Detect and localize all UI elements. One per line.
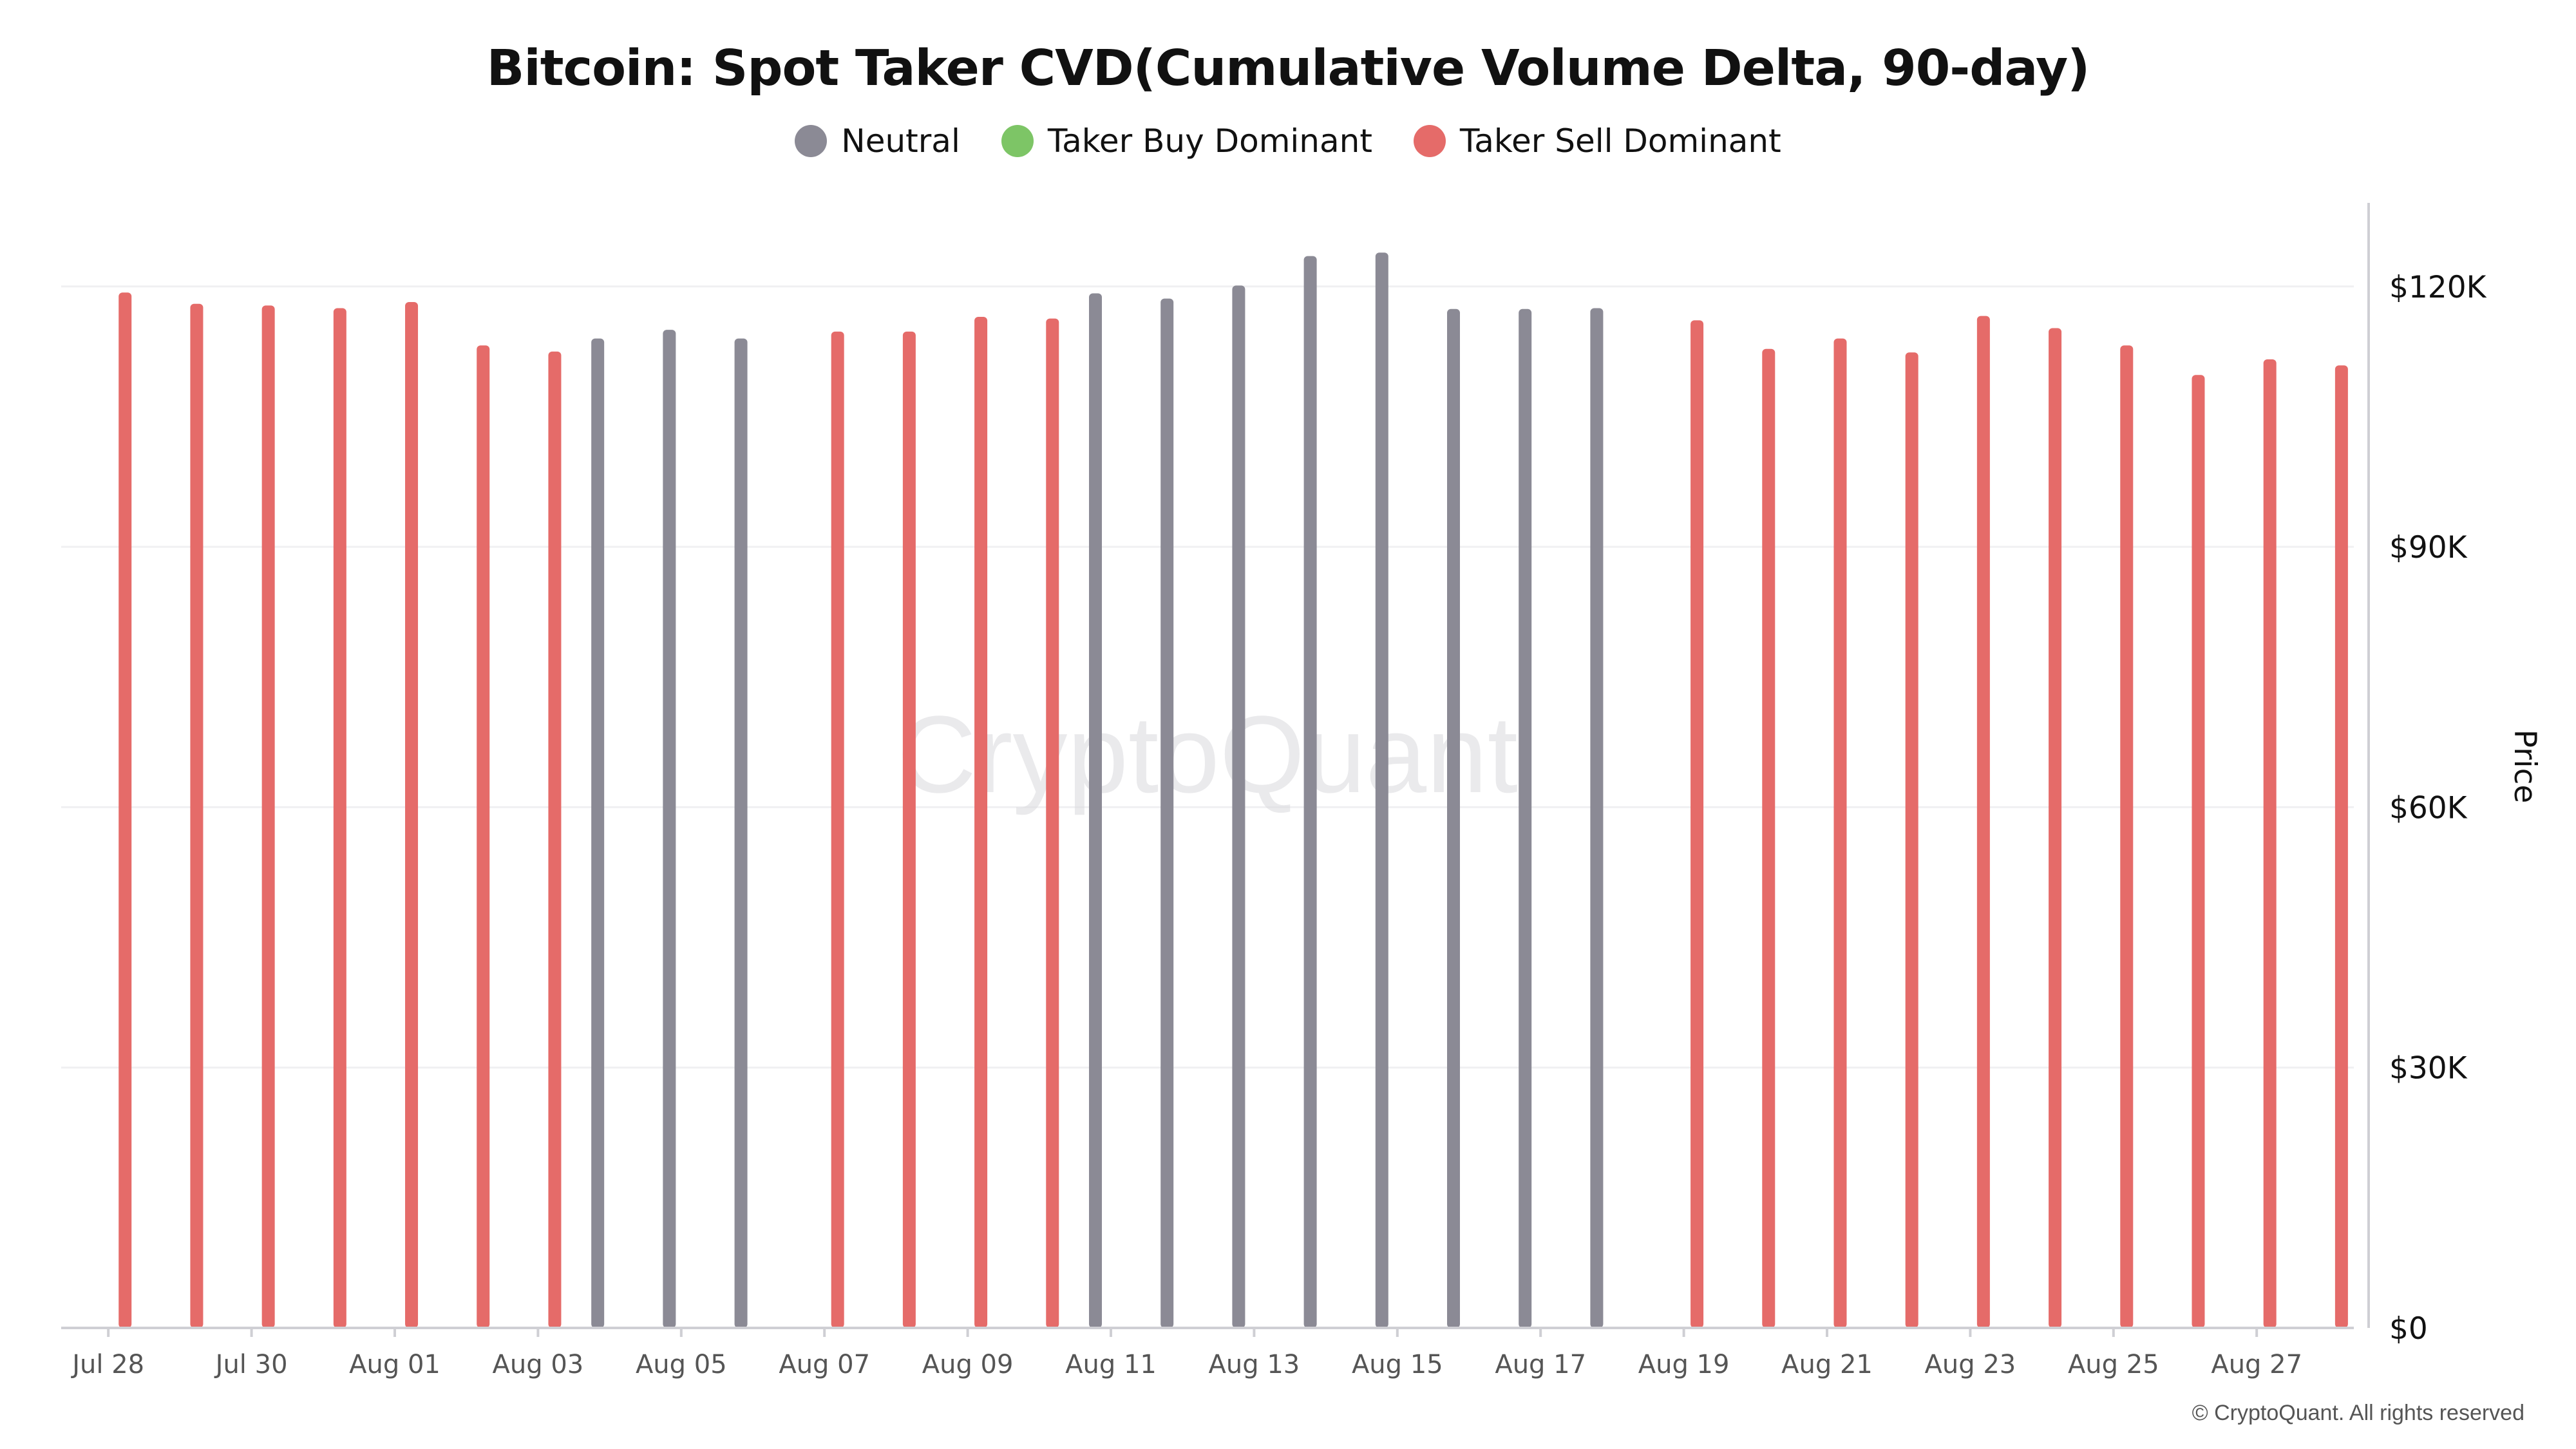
legend: Neutral Taker Buy Dominant Taker Sell Do… [0,122,2576,160]
x-tick-label: Aug 11 [1065,1350,1157,1379]
legend-dot-taker-buy-icon [1001,125,1034,157]
x-tick-label: Aug 25 [2068,1350,2159,1379]
bar[interactable] [2192,375,2205,1328]
y-axis-title: Price [2507,730,2543,804]
bar[interactable] [1762,348,1776,1328]
bars [118,252,2348,1329]
y-tick-label: $30K [2389,1051,2468,1086]
y-tick-label: $60K [2389,790,2468,826]
x-tick-label: Aug 03 [493,1350,584,1379]
bar[interactable] [2049,328,2062,1328]
legend-dot-taker-sell-icon [1413,125,1446,157]
x-tick-label: Aug 27 [2211,1350,2302,1379]
copyright-notice: © CryptoQuant. All rights reserved [2192,1401,2524,1425]
legend-dot-neutral-icon [795,125,828,157]
x-tick-label: Aug 19 [1638,1350,1730,1379]
bar[interactable] [1089,293,1102,1328]
x-tick-label: Jul 28 [70,1350,144,1379]
bar[interactable] [974,316,988,1328]
x-tick-label: Aug 21 [1781,1350,1873,1379]
bar[interactable] [2334,365,2348,1329]
bar[interactable] [1833,338,1847,1328]
bar[interactable] [734,338,748,1328]
chart-title: Bitcoin: Spot Taker CVD(Cumulative Volum… [486,40,2090,97]
bar[interactable] [1160,298,1174,1328]
x-tick-label: Aug 07 [779,1350,870,1379]
legend-item-neutral[interactable]: Neutral [795,122,960,160]
bar[interactable] [1447,308,1460,1329]
x-tick-label: Aug 15 [1352,1350,1443,1379]
y-tick-label: $120K [2389,270,2487,305]
legend-label-taker-sell: Taker Sell Dominant [1459,122,1781,160]
legend-item-taker-sell[interactable]: Taker Sell Dominant [1413,122,1781,160]
bar[interactable] [1519,308,1532,1329]
x-tick-label: Aug 01 [349,1350,440,1379]
bar[interactable] [1375,252,1388,1328]
x-tick-label: Jul 30 [214,1350,288,1379]
watermark: CryptoQuant [897,694,1518,816]
y-tick-label: $0 [2389,1311,2428,1347]
x-tick-label: Aug 17 [1495,1350,1586,1379]
bar[interactable] [405,302,419,1328]
legend-label-taker-buy: Taker Buy Dominant [1047,122,1372,160]
bar[interactable] [1046,318,1059,1329]
bar[interactable] [190,303,204,1328]
x-tick-label: Aug 05 [636,1350,727,1379]
bar[interactable] [1690,320,1704,1328]
bar[interactable] [333,308,346,1328]
x-tick-label: Aug 13 [1209,1350,1300,1379]
bar[interactable] [1590,308,1604,1328]
x-tick-label: Aug 23 [1925,1350,2016,1379]
legend-label-neutral: Neutral [841,122,960,160]
bar[interactable] [1976,316,1990,1328]
bar[interactable] [548,351,562,1328]
bar[interactable] [477,345,490,1328]
bar[interactable] [1303,256,1317,1329]
legend-item-taker-buy[interactable]: Taker Buy Dominant [1001,122,1372,160]
bar[interactable] [118,292,132,1328]
y-tick-label: $90K [2389,530,2468,565]
bar[interactable] [261,305,275,1328]
bar[interactable] [2263,359,2277,1329]
bar[interactable] [902,331,916,1328]
bar[interactable] [591,338,605,1328]
bar[interactable] [1905,352,1918,1328]
gridlines [61,285,2354,1069]
x-tick-label: Aug 09 [922,1350,1014,1379]
bar[interactable] [2120,345,2134,1328]
bar[interactable] [1232,285,1245,1329]
axes: $0 $30K $60K $90K $120K Price Jul 28 Jul 30 Aug … [61,203,2543,1379]
bar[interactable] [831,331,844,1328]
bar[interactable] [663,330,676,1329]
